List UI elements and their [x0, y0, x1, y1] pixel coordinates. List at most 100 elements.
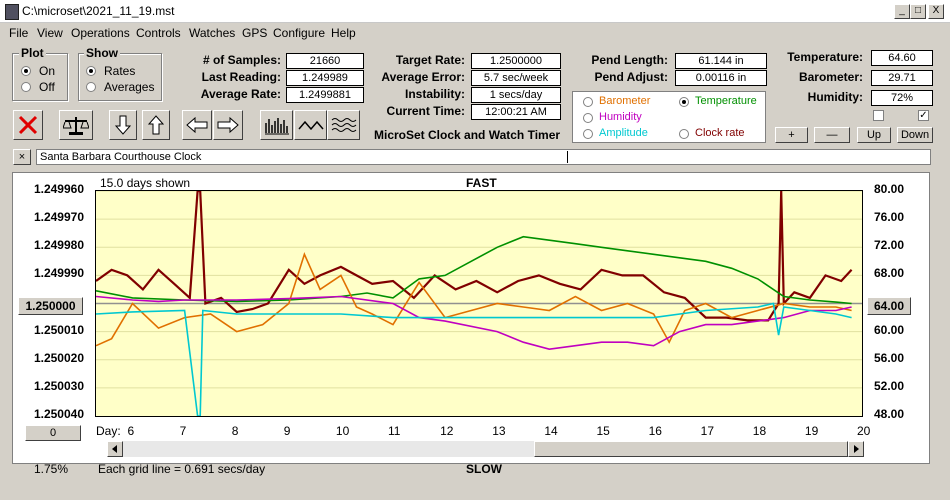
right-tick-label: 76.00	[874, 210, 905, 225]
barometer-value: 29.71	[871, 70, 933, 86]
averages-label: Averages	[104, 80, 155, 94]
average-error-value: 5.7 sec/week	[471, 70, 561, 86]
current-time-label: Current Time:	[386, 104, 465, 118]
pend-length-label: Pend Length:	[591, 53, 668, 67]
day-label: Day:	[96, 424, 121, 438]
amplitude-radio[interactable]	[583, 129, 593, 139]
balance-scale-icon	[63, 117, 89, 135]
down-button[interactable]: Down	[897, 127, 933, 143]
plot-area	[95, 190, 863, 417]
window-title: C:\microset\2021_11_19.mst	[22, 4, 175, 18]
humidity-option: Humidity	[599, 111, 642, 123]
bar-graph-icon	[264, 118, 289, 135]
clock-name-input[interactable]: Santa Barbara Courthouse Clock	[36, 149, 931, 165]
menu-configure[interactable]: Configure	[273, 26, 326, 40]
menu-gps[interactable]: GPS	[242, 26, 268, 40]
left-arrow-button[interactable]	[182, 110, 212, 140]
center-right-button[interactable]: 64.00	[867, 297, 911, 315]
show-group	[78, 53, 162, 101]
option-checkbox-2[interactable]: ✓	[918, 110, 929, 121]
minus-button[interactable]: —	[814, 127, 850, 143]
x-tick-label: 7	[179, 424, 187, 438]
plot-on-label: On	[39, 64, 56, 78]
clock-rate-option: Clock rate	[695, 127, 745, 139]
app-caption: MicroSet Clock and Watch Timer	[374, 128, 561, 142]
multi-wave-button[interactable]	[327, 110, 360, 140]
barometer-radio[interactable]	[583, 97, 593, 107]
x-tick-label: 16	[648, 424, 662, 438]
menu-help[interactable]: Help	[331, 26, 356, 40]
x-tick-label: 12	[440, 424, 454, 438]
x-tick-label: 10	[335, 424, 350, 438]
right-tick-label: 52.00	[874, 378, 905, 393]
menu-watches[interactable]: Watches	[189, 26, 236, 40]
left-tick-label: 1.250010	[33, 322, 84, 337]
left-tick-label: 1.250020	[33, 350, 84, 365]
menu-view[interactable]: View	[37, 26, 63, 40]
rates-label: Rates	[104, 64, 136, 78]
right-tick-label: 48.00	[874, 407, 905, 421]
close-window-button[interactable]: X	[928, 4, 944, 19]
humidity-radio[interactable]	[583, 113, 593, 123]
right-tick-label: 60.00	[874, 322, 905, 337]
right-tick-label: 72.00	[874, 238, 905, 253]
x-tick-label: 14	[544, 424, 558, 438]
left-tick-label: 1.249970	[33, 210, 84, 225]
x-tick-label: 20	[857, 424, 871, 438]
scroll-left-button[interactable]	[107, 441, 123, 457]
instability-label: Instability:	[404, 87, 465, 101]
menu-controls[interactable]: Controls	[136, 26, 181, 40]
days-shown: 15.0 days shown	[100, 176, 191, 190]
horizontal-scrollbar[interactable]	[107, 441, 864, 457]
right-arrow-button[interactable]	[213, 110, 243, 140]
text-cursor	[567, 151, 568, 163]
left-arrow-icon	[186, 116, 208, 134]
rates-radio[interactable]	[86, 66, 96, 76]
x-tick-label: 6	[127, 424, 135, 438]
menu-file[interactable]: File	[9, 26, 29, 40]
x-tick-label: 11	[388, 424, 401, 438]
averages-radio[interactable]	[86, 82, 96, 92]
plot-group-title: Plot	[19, 46, 46, 60]
temperature-radio[interactable]	[679, 97, 689, 107]
maximize-button[interactable]: □	[910, 4, 926, 19]
app-icon	[5, 4, 19, 20]
plot-on-radio[interactable]	[21, 66, 31, 76]
plus-button[interactable]: +	[775, 127, 808, 143]
clock-rate-radio[interactable]	[679, 129, 689, 139]
plot-off-label: Off	[39, 80, 55, 94]
scroll-right-button[interactable]	[848, 441, 864, 457]
down-arrow-button[interactable]	[109, 110, 137, 140]
option-checkbox-1[interactable]	[873, 110, 884, 121]
clear-note-button[interactable]: ×	[13, 149, 31, 165]
left-tick-label: 1.250030	[33, 378, 84, 393]
minimize-button[interactable]: _	[894, 4, 910, 19]
grid-note: Each grid line = 0.691 secs/day	[98, 462, 266, 476]
center-left-button[interactable]: 1.250000	[18, 297, 83, 315]
show-group-title: Show	[84, 46, 120, 60]
average-rate-value: 1.2499881	[286, 87, 364, 103]
pend-adjust-label: Pend Adjust:	[594, 70, 668, 84]
right-tick-label: 56.00	[874, 350, 905, 365]
plot-off-radio[interactable]	[21, 82, 31, 92]
right-arrow-icon	[217, 116, 239, 134]
x-tick-label: 8	[231, 424, 239, 438]
balance-button[interactable]	[59, 110, 93, 140]
up-button[interactable]: Up	[857, 127, 891, 143]
scroll-thumb[interactable]	[534, 441, 848, 457]
offset-box[interactable]: 0	[25, 425, 81, 441]
up-arrow-button[interactable]	[142, 110, 170, 140]
series-barometer	[96, 252, 852, 347]
average-rate-label: Average Rate:	[200, 87, 281, 101]
right-tick-label: 80.00	[874, 182, 905, 196]
x-tick-label: 15	[596, 424, 610, 438]
menu-operations[interactable]: Operations	[71, 26, 130, 40]
clear-button[interactable]	[13, 110, 43, 140]
x-tick-label: 17	[700, 424, 715, 438]
wave-icon	[297, 120, 324, 131]
title-bar: C:\microset\2021_11_19.mst _ □ X	[0, 0, 950, 23]
right-tick-label: 68.00	[874, 266, 905, 281]
bars-button[interactable]	[260, 110, 293, 140]
barometer-label: Barometer:	[798, 70, 863, 84]
wave-button[interactable]	[294, 110, 327, 140]
